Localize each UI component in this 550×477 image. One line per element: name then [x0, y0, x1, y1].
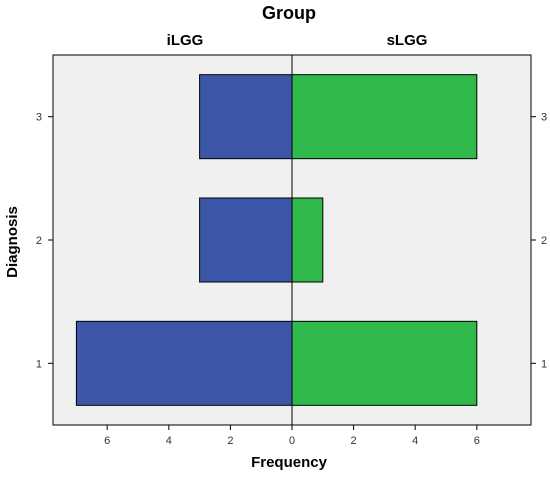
x-tick-label: 6 — [474, 435, 480, 447]
x-tick-label: 2 — [351, 435, 357, 447]
y-tick-label-right: 3 — [541, 112, 547, 124]
y-tick-label-left: 1 — [36, 358, 42, 370]
x-tick-label: 0 — [289, 435, 295, 447]
bar-ilgg-diagnosis-2 — [199, 197, 293, 283]
bar-ilgg-diagnosis-3 — [199, 74, 293, 160]
bar-ilgg-diagnosis-1 — [75, 320, 293, 406]
series-label-slgg: sLGG — [387, 32, 428, 49]
y-axis-title: Diagnosis — [4, 206, 21, 278]
bar-slgg-diagnosis-3 — [291, 74, 478, 160]
y-tick-label-right: 1 — [541, 358, 547, 370]
chart-title: Group — [262, 3, 316, 23]
y-tick-label-left: 3 — [36, 112, 42, 124]
x-tick-label: 2 — [227, 435, 233, 447]
x-tick-label: 6 — [104, 435, 110, 447]
bar-slgg-diagnosis-2 — [291, 197, 324, 283]
x-axis-title: Frequency — [251, 454, 328, 471]
x-tick-label: 4 — [412, 435, 418, 447]
series-label-ilgg: iLGG — [167, 32, 204, 49]
y-tick-label-right: 2 — [541, 235, 547, 247]
x-tick-label: 4 — [166, 435, 172, 447]
y-tick-label-left: 2 — [36, 235, 42, 247]
bar-slgg-diagnosis-1 — [291, 320, 478, 406]
